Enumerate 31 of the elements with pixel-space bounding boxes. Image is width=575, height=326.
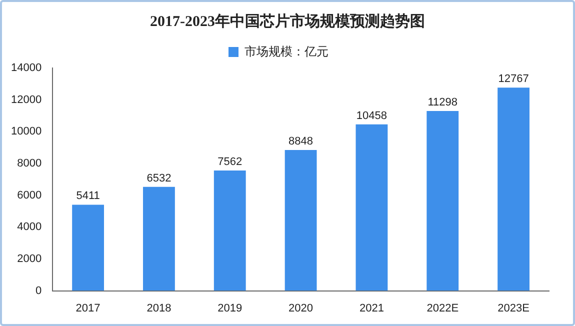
data-label: 7562	[218, 156, 242, 168]
y-tick-label: 12000	[10, 94, 42, 106]
data-label: 5411	[76, 190, 100, 202]
y-tick-label: 0	[35, 284, 42, 297]
y-tick-label: 4000	[17, 221, 42, 234]
x-tick-label: 2018	[146, 302, 172, 314]
bar	[356, 124, 388, 291]
y-tick-label: 14000	[10, 62, 42, 74]
data-label: 8848	[288, 136, 314, 148]
x-tick-label: 2022E	[426, 302, 459, 314]
data-label: 12767	[498, 73, 529, 86]
bar	[143, 186, 175, 291]
y-tick-label: 6000	[17, 189, 42, 202]
bar	[214, 170, 246, 291]
data-label: 6532	[146, 172, 172, 184]
y-tick-label: 8000	[17, 158, 42, 170]
bar	[498, 88, 530, 291]
bar	[284, 150, 317, 291]
x-tick-label: 2017	[76, 302, 100, 314]
chart-title: 2017-2023年中国芯片市场规模预测趋势图	[149, 12, 426, 31]
bar	[426, 111, 459, 291]
y-tick-label: 2000	[17, 253, 42, 266]
legend-label: 市场规模：亿元	[244, 44, 328, 58]
bar	[72, 204, 104, 291]
data-label: 10458	[356, 110, 388, 122]
x-tick-label: 2021	[359, 302, 384, 314]
data-label: 11298	[428, 96, 458, 109]
x-tick-label: 2023E	[498, 302, 530, 314]
x-tick-label: 2020	[288, 302, 314, 314]
x-tick-label: 2019	[218, 302, 242, 314]
y-tick-label: 10000	[10, 126, 42, 138]
